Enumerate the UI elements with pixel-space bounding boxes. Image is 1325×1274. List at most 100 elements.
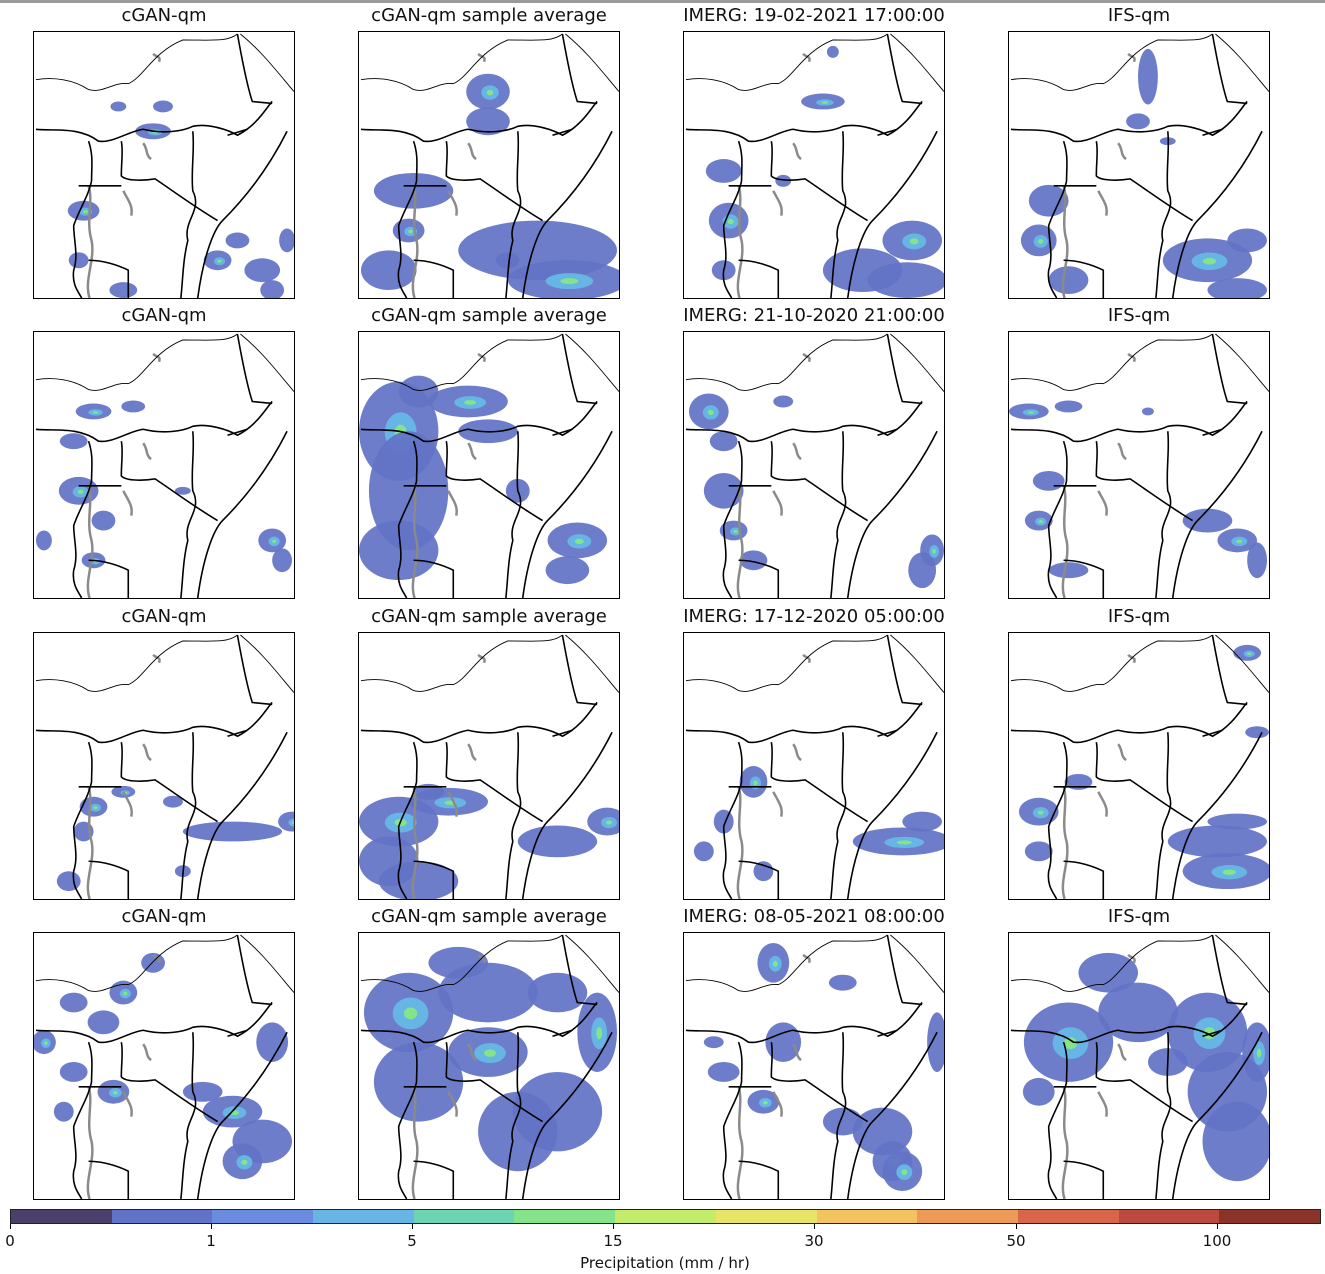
lake-outline <box>1117 442 1127 461</box>
precip-peak <box>606 820 613 825</box>
border-line <box>1095 742 1193 823</box>
precip-area <box>705 159 742 183</box>
border-line <box>445 742 543 823</box>
precip-area <box>1207 813 1268 830</box>
colorbar-tick <box>613 1224 614 1229</box>
border-line <box>685 1001 923 1044</box>
precip-peak <box>83 210 88 214</box>
border-line <box>830 732 847 899</box>
border-line <box>1053 786 1105 899</box>
precipitation-map <box>33 331 295 599</box>
panel-title: cGAN-qm <box>121 906 207 927</box>
precip-area <box>1182 508 1233 533</box>
precip-area <box>109 282 138 298</box>
lake-outline <box>447 490 458 516</box>
border-line <box>35 400 273 443</box>
lake-outline <box>772 791 783 817</box>
precip-area <box>256 1022 289 1063</box>
precip-peak <box>77 489 84 494</box>
border-line <box>196 130 288 298</box>
precip-peak <box>932 548 936 554</box>
border-line <box>1095 441 1193 522</box>
colorbar-tick-label: 50 <box>1006 1232 1026 1250</box>
colorbar-segment <box>514 1210 616 1223</box>
border-line <box>1171 1031 1263 1199</box>
border-line <box>78 185 130 298</box>
precip-peak <box>217 259 222 263</box>
map-canvas <box>359 634 619 899</box>
border-line <box>180 131 197 298</box>
border-line <box>1010 333 1213 391</box>
precip-area <box>360 250 417 291</box>
precip-area <box>279 228 294 253</box>
precip-peak <box>560 278 579 285</box>
lake-outline <box>122 1091 133 1117</box>
border-line <box>1202 634 1248 737</box>
lake-outline <box>792 442 802 461</box>
border-line <box>1010 1001 1248 1044</box>
precip-peak <box>1038 239 1044 244</box>
precip-area <box>1227 228 1268 253</box>
colorbar-label: Precipitation (mm / hr) <box>580 1254 750 1272</box>
precip-area <box>739 550 768 571</box>
precip-area <box>773 395 794 408</box>
precip-area <box>244 258 281 283</box>
precip-peak <box>1236 539 1243 544</box>
border-line <box>1010 400 1248 443</box>
precip-area <box>1247 542 1268 579</box>
border-line <box>1171 430 1263 598</box>
border-line <box>1010 701 1248 744</box>
window-top-border <box>0 0 1325 3</box>
lake-outline <box>1117 142 1127 161</box>
precip-area <box>1245 726 1269 739</box>
lake-outline <box>86 1086 94 1199</box>
lake-outline <box>1061 185 1069 298</box>
border-line <box>360 333 563 391</box>
colorbar-tick <box>1217 1224 1218 1229</box>
border-line <box>770 1042 868 1123</box>
border-line <box>685 934 888 992</box>
precip-area <box>495 252 520 269</box>
precip-peak <box>753 780 758 786</box>
precip-area <box>1207 278 1268 298</box>
border-line <box>505 431 522 598</box>
colorbar-segment <box>313 1210 414 1223</box>
map-canvas <box>35 33 294 298</box>
border-line <box>890 333 944 392</box>
lake-outline <box>122 490 133 516</box>
precip-peak <box>44 1041 48 1045</box>
border-line <box>120 1042 218 1123</box>
precip-area <box>1022 1077 1055 1106</box>
border-line <box>120 141 218 222</box>
border-line <box>846 1031 938 1199</box>
lake-outline <box>152 653 161 664</box>
precip-peak <box>486 89 494 96</box>
lake-outline <box>477 352 486 363</box>
colorbar-tick-label: 30 <box>804 1232 824 1250</box>
precip-area <box>398 375 439 408</box>
border-line <box>1010 33 1213 91</box>
precip-area <box>68 252 89 269</box>
border-line <box>196 430 288 598</box>
border-line <box>521 731 613 899</box>
lake-outline <box>467 442 477 461</box>
lake-outline <box>122 791 133 817</box>
border-line <box>1215 333 1269 392</box>
precip-peak <box>1202 257 1217 265</box>
precipitation-map <box>33 632 295 900</box>
border-line <box>722 140 743 298</box>
border-line <box>685 333 888 391</box>
map-canvas <box>1010 934 1269 1199</box>
lake-outline <box>142 743 152 762</box>
precip-area <box>707 1062 740 1082</box>
border-line <box>403 786 455 899</box>
precip-area <box>121 400 146 413</box>
precip-area <box>153 100 173 113</box>
precip-area <box>478 1091 558 1172</box>
precip-area <box>1048 562 1089 579</box>
precip-area <box>902 811 943 832</box>
lake-outline <box>447 1091 458 1117</box>
precipitation-map <box>1008 932 1270 1200</box>
precip-area <box>1167 825 1268 858</box>
border-line <box>78 1086 130 1199</box>
